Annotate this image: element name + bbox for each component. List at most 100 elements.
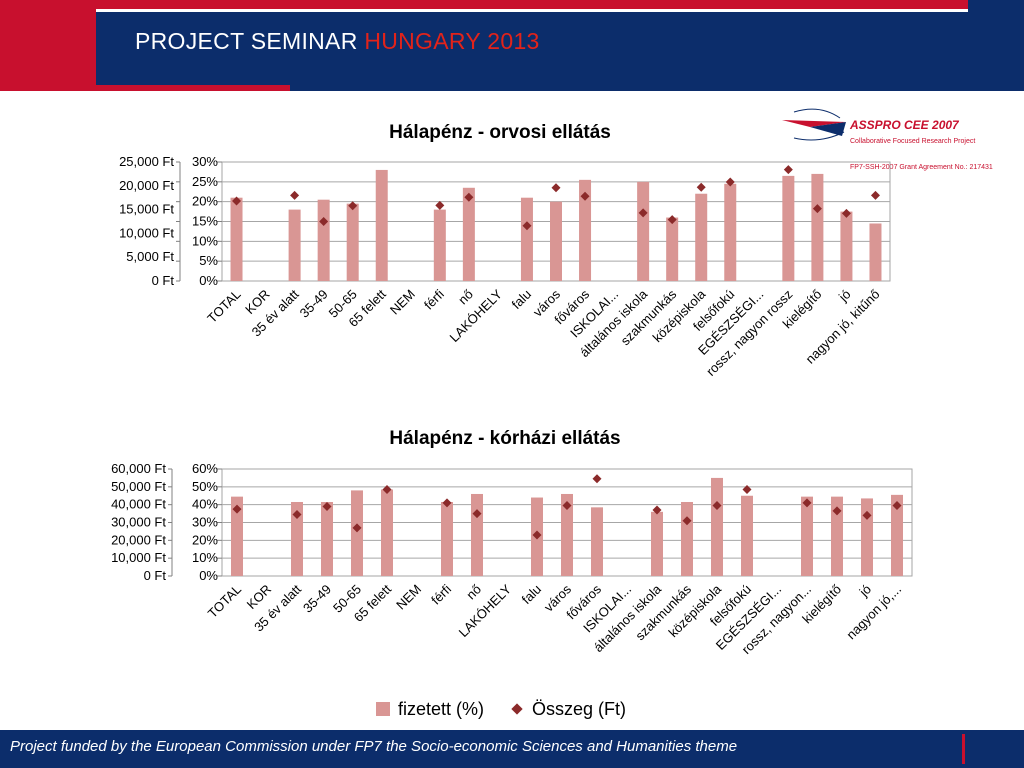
right-axis-tick-label: 20% bbox=[192, 532, 218, 547]
bar-paid-percent bbox=[831, 496, 843, 576]
bar-paid-percent bbox=[711, 477, 723, 576]
asspro-logo: ASSPRO CEE 2007 Collaborative Focused Re… bbox=[780, 104, 1020, 176]
category-label: nő bbox=[463, 582, 484, 603]
marker-amount bbox=[862, 510, 872, 520]
left-axis-tick-label: 5,000 Ft bbox=[126, 249, 174, 264]
marker-amount bbox=[783, 165, 793, 175]
marker-amount bbox=[290, 190, 300, 200]
left-axis-tick-label: 50,000 Ft bbox=[111, 479, 166, 494]
header-bottom-red-stripe bbox=[0, 85, 290, 91]
bar-paid-percent bbox=[230, 197, 243, 281]
category-label: férfi bbox=[428, 581, 454, 607]
bar-paid-percent bbox=[840, 211, 853, 281]
slide-title-main: PROJECT SEMINAR bbox=[135, 28, 358, 54]
chart-orvosi: Hálapénz - orvosi ellátás 0% 5% 10% 15% 20% 25… bbox=[119, 122, 891, 379]
category-label: jó bbox=[835, 287, 853, 305]
bar-paid-percent bbox=[321, 501, 333, 576]
category-label: NEM bbox=[387, 287, 418, 318]
header-navy-corner bbox=[968, 0, 1024, 12]
category-label: nő bbox=[455, 287, 476, 308]
chart-title: Hálapénz - kórházi ellátás bbox=[389, 428, 620, 449]
marker-amount bbox=[232, 196, 242, 206]
bar-paid-percent bbox=[666, 217, 679, 281]
bar-paid-percent bbox=[433, 209, 446, 281]
marker-amount bbox=[742, 485, 752, 495]
marker-amount bbox=[667, 215, 677, 225]
header-top-stripe bbox=[0, 0, 968, 9]
marker-amount bbox=[802, 498, 812, 508]
right-axis-tick-label: 30% bbox=[192, 515, 218, 530]
marker-amount bbox=[348, 201, 358, 211]
chart-title: Hálapénz - orvosi ellátás bbox=[389, 122, 611, 143]
category-label: jó bbox=[856, 582, 874, 600]
bar-paid-percent bbox=[801, 496, 813, 576]
bar-paid-percent bbox=[288, 209, 301, 281]
marker-amount bbox=[435, 200, 445, 210]
category-label: falu bbox=[519, 582, 544, 607]
bar-paid-percent bbox=[637, 181, 650, 281]
right-axis-tick-label: 20% bbox=[192, 194, 218, 209]
bar-paid-percent bbox=[520, 197, 533, 281]
logo-grant: FP7-SSH-2007 Grant Agreement No.: 217431 bbox=[850, 164, 993, 171]
right-axis-tick-label: 0% bbox=[199, 273, 218, 288]
marker-amount bbox=[832, 506, 842, 516]
bar-paid-percent bbox=[681, 501, 693, 576]
bar-paid-percent bbox=[741, 495, 753, 576]
category-label: 35-49 bbox=[297, 287, 331, 321]
bar-paid-percent bbox=[375, 169, 388, 281]
category-label: férfi bbox=[421, 286, 447, 312]
footer-accent-mark bbox=[962, 734, 965, 764]
bar-paid-percent bbox=[651, 511, 663, 576]
left-axis-tick-label: 10,000 Ft bbox=[111, 550, 166, 565]
right-axis-tick-label: 10% bbox=[192, 233, 218, 248]
left-axis-tick-label: 30,000 Ft bbox=[111, 515, 166, 530]
marker-amount bbox=[638, 208, 648, 218]
left-axis-tick-label: 15,000 Ft bbox=[119, 202, 174, 217]
category-label: TOTAL bbox=[205, 582, 244, 621]
bar-paid-percent bbox=[861, 498, 873, 576]
header-red-block bbox=[0, 0, 96, 90]
marker-amount bbox=[522, 221, 532, 231]
slide-title: PROJECT SEMINAR HUNGARY 2013 bbox=[135, 28, 540, 55]
marker-amount bbox=[652, 505, 662, 515]
footer-text: Project funded by the European Commissio… bbox=[10, 738, 738, 755]
marker-amount bbox=[580, 191, 590, 201]
marker-amount bbox=[682, 516, 692, 526]
marker-amount bbox=[712, 501, 722, 511]
bar-paid-percent bbox=[346, 203, 359, 281]
slide-title-highlight: HUNGARY 2013 bbox=[364, 28, 540, 54]
marker-amount bbox=[592, 474, 602, 484]
left-axis-tick-label: 0 Ft bbox=[152, 273, 175, 288]
legend-item-paid: fizetett (%) bbox=[376, 699, 484, 720]
bar-paid-percent bbox=[891, 494, 903, 576]
bar-paid-percent bbox=[782, 175, 795, 281]
marker-amount bbox=[232, 504, 242, 514]
marker-amount bbox=[696, 182, 706, 192]
bar-paid-percent bbox=[561, 493, 573, 576]
right-axis-tick-label: 25% bbox=[192, 174, 218, 189]
category-label: NEM bbox=[393, 582, 424, 613]
left-axis-tick-label: 40,000 Ft bbox=[111, 497, 166, 512]
bar-paid-percent bbox=[231, 496, 243, 576]
bar-paid-percent bbox=[724, 183, 737, 281]
legend-item-amount: Összeg (Ft) bbox=[510, 699, 626, 720]
logo-title: ASSPRO CEE 2007 bbox=[850, 118, 959, 132]
marker-amount bbox=[382, 485, 392, 495]
header-banner bbox=[96, 12, 1024, 85]
right-axis-tick-label: 60% bbox=[192, 461, 218, 476]
marker-amount bbox=[442, 498, 452, 508]
right-axis-tick-label: 30% bbox=[192, 154, 218, 169]
right-axis-tick-label: 5% bbox=[199, 253, 218, 268]
right-axis-tick-label: 40% bbox=[192, 497, 218, 512]
legend-bar-swatch bbox=[376, 702, 390, 716]
marker-amount bbox=[870, 190, 880, 200]
legend-label-paid: fizetett (%) bbox=[398, 698, 485, 719]
marker-amount bbox=[319, 217, 329, 226]
marker-amount bbox=[812, 204, 822, 214]
bar-paid-percent bbox=[695, 193, 708, 281]
bar-paid-percent bbox=[441, 501, 453, 576]
footer-bar: Project funded by the European Commissio… bbox=[0, 730, 1024, 768]
chart-legend: fizetett (%) Összeg (Ft) bbox=[376, 697, 626, 721]
header-bottom-navy-stripe bbox=[290, 85, 1024, 91]
bar-paid-percent bbox=[591, 507, 603, 576]
